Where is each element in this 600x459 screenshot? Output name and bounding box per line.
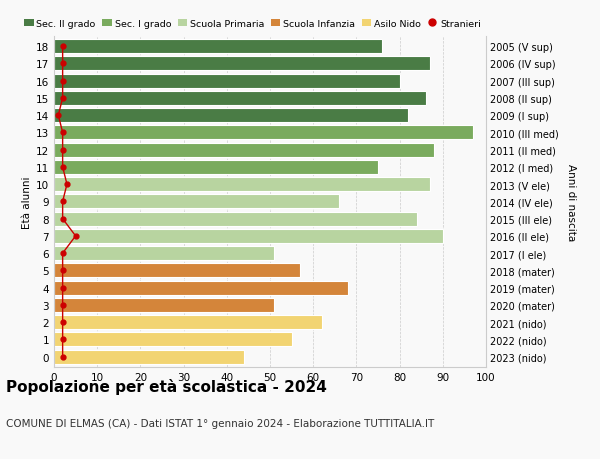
Bar (54, 264, 300, 278)
Bar (54, 161, 378, 174)
Y-axis label: Età alunni: Età alunni (22, 176, 32, 228)
Bar (54, 126, 473, 140)
Bar (54, 40, 382, 54)
Bar (54, 298, 274, 312)
Legend: Sec. II grado, Sec. I grado, Scuola Primaria, Scuola Infanzia, Asilo Nido, Stran: Sec. II grado, Sec. I grado, Scuola Prim… (24, 20, 481, 29)
Bar (54, 281, 348, 295)
Bar (54, 333, 292, 347)
Bar (54, 315, 322, 330)
Bar (54, 143, 434, 157)
Text: COMUNE DI ELMAS (CA) - Dati ISTAT 1° gennaio 2024 - Elaborazione TUTTITALIA.IT: COMUNE DI ELMAS (CA) - Dati ISTAT 1° gen… (6, 418, 434, 428)
Text: Popolazione per età scolastica - 2024: Popolazione per età scolastica - 2024 (6, 379, 327, 395)
Bar (54, 178, 430, 192)
Bar (54, 350, 244, 364)
Bar (54, 246, 274, 261)
Bar (54, 74, 400, 89)
Bar (54, 92, 425, 106)
Bar (54, 109, 408, 123)
Bar (54, 230, 443, 243)
Y-axis label: Anni di nascita: Anni di nascita (566, 163, 575, 241)
Bar (54, 212, 417, 226)
Bar (54, 195, 339, 209)
Bar (54, 57, 430, 71)
